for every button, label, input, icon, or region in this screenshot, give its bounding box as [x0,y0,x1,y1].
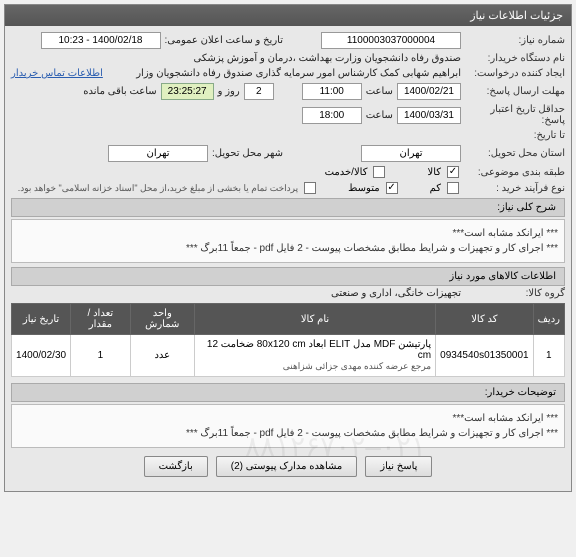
delivery-state-label: استان محل تحویل: [465,148,565,159]
buyer-desc-bar: توضیحات خریدار: [11,383,565,402]
validity-hour: 18:00 [302,107,362,124]
cell-qty: 1 [71,335,131,377]
cell-code: 0934540s01350001 [436,335,533,377]
cat-goods-label: کالا [427,167,441,178]
goods-table: ردیف کد کالا نام کالا واحد شمارش تعداد /… [11,303,565,377]
panel-title: جزئیات اطلاعات نیاز [5,5,571,26]
hour-label-1: ساعت [366,86,393,97]
delivery-city-label: شهر محل تحویل: [212,148,283,159]
buyer-desc-box: *** ایرانکد مشابه است*** *** اجرای کار و… [11,404,565,448]
th-code: کد کالا [436,304,533,335]
days-remaining: 2 [244,83,274,100]
validity-date: 1400/03/31 [397,107,461,124]
group-label: گروه کالا: [465,288,565,299]
group-value: تجهیزات خانگی، اداری و صنعتی [331,288,461,299]
buyer-desc-line1: *** ایرانکد مشابه است*** [18,411,558,426]
cell-idx: 1 [533,335,564,377]
partial-note: پرداخت تمام یا بخشی از مبلغ خرید،از محل … [18,183,298,194]
reply-button[interactable]: پاسخ نیاز [365,456,432,477]
buyer-desc-line2: *** اجرای کار و تجهیزات و شرایط مطابق مش… [18,426,558,441]
cell-name-supplier: مرجع عرضه کننده مهدی جزائی شزاهنی [199,361,431,372]
th-date: تاریخ نیاز [12,304,71,335]
details-panel: جزئیات اطلاعات نیاز شماره نیاز: 11000030… [4,4,572,492]
back-button[interactable]: بازگشت [144,456,208,477]
th-unit: واحد شمارش [130,304,194,335]
deadline-label: مهلت ارسال پاسخ: [465,86,565,97]
deadline-date: 1400/02/21 [397,83,461,100]
need-no-label: شماره نیاز: [465,35,565,46]
checkbox-mid[interactable] [386,182,398,194]
delivery-city: تهران [108,145,208,162]
checkbox-service[interactable] [373,166,385,178]
checkbox-low[interactable] [447,182,459,194]
creator-value: ابراهیم شهابی کمک کارشناس امور سرمایه گذ… [136,68,461,79]
cell-name-main: پارتیشن MDF مدل ELIT ابعاد 80x120 cm ضخا… [199,339,431,361]
days-label: روز و [218,86,240,97]
attachments-button[interactable]: مشاهده مدارک پیوستی (2) [216,456,358,477]
remaining-label: ساعت باقی مانده [83,86,156,97]
cell-name: پارتیشن MDF مدل ELIT ابعاد 80x120 cm ضخا… [194,335,435,377]
proc-mid-label: متوسط [348,183,379,194]
buyer-org-label: نام دستگاه خریدار: [465,53,565,64]
category-label: طبقه بندی موضوعی: [465,167,565,178]
announce-label: تاریخ و ساعت اعلان عمومی: [165,35,284,46]
cell-unit: عدد [130,335,194,377]
contact-link[interactable]: اطلاعات تماس خریدار [11,68,103,79]
delivery-state: تهران [361,145,461,162]
th-qty: تعداد / مقدار [71,304,131,335]
creator-label: ایجاد کننده درخواست: [465,68,565,79]
overall-desc-box: *** ایرانکد مشابه است*** *** اجرای کار و… [11,219,565,263]
cat-service-label: کالا/خدمت [325,167,368,178]
overall-desc-line1: *** ایرانکد مشابه است*** [18,226,558,241]
buyer-org-value: صندوق رفاه دانشجویان وزارت بهداشت ،درمان… [194,53,461,64]
checkbox-goods[interactable] [447,166,459,178]
need-no-value: 1100003037000004 [321,32,461,49]
table-header-row: ردیف کد کالا نام کالا واحد شمارش تعداد /… [12,304,565,335]
announce-value: 1400/02/18 - 10:23 [41,32,161,49]
th-name: نام کالا [194,304,435,335]
th-idx: ردیف [533,304,564,335]
overall-desc-bar: شرح کلی نیاز: [11,198,565,217]
goods-bar: اطلاعات کالاهای مورد نیاز [11,267,565,286]
checkbox-partial-pay[interactable] [304,182,316,194]
proc-low-label: کم [430,183,441,194]
deadline-hour: 11:00 [302,83,362,100]
validity-label: حداقل تاریخ اعتبار پاسخ: [465,104,565,126]
overall-desc-line2: *** اجرای کار و تجهیزات و شرایط مطابق مش… [18,241,558,256]
to-date-label: تا تاریخ: [465,130,565,141]
table-row[interactable]: 1 0934540s01350001 پارتیشن MDF مدل ELIT … [12,335,565,377]
countdown-timer: 23:25:27 [161,83,214,100]
cell-date: 1400/02/30 [12,335,71,377]
action-bar: پاسخ نیاز مشاهده مدارک پیوستی (2) بازگشت [11,448,565,485]
process-label: نوع فرآیند خرید : [465,183,565,194]
hour-label-2: ساعت [366,110,393,121]
